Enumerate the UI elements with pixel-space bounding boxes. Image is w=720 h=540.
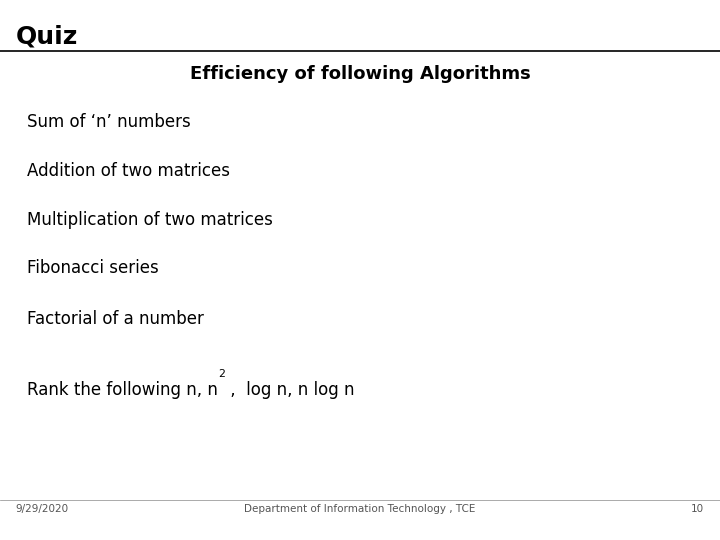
Text: ,  log n, n log n: , log n, n log n <box>225 381 355 399</box>
Text: Multiplication of two matrices: Multiplication of two matrices <box>27 211 273 228</box>
Text: 9/29/2020: 9/29/2020 <box>16 504 69 514</box>
Text: Fibonacci series: Fibonacci series <box>27 259 159 277</box>
Text: Rank the following n, n: Rank the following n, n <box>27 381 218 399</box>
Text: Factorial of a number: Factorial of a number <box>27 310 204 328</box>
Text: Sum of ‘n’ numbers: Sum of ‘n’ numbers <box>27 113 191 131</box>
Text: 10: 10 <box>691 504 704 514</box>
Text: Department of Information Technology , TCE: Department of Information Technology , T… <box>244 504 476 514</box>
Text: Efficiency of following Algorithms: Efficiency of following Algorithms <box>189 65 531 83</box>
Text: Quiz: Quiz <box>16 24 78 48</box>
Text: Addition of two matrices: Addition of two matrices <box>27 162 230 180</box>
Text: 2: 2 <box>218 369 225 379</box>
